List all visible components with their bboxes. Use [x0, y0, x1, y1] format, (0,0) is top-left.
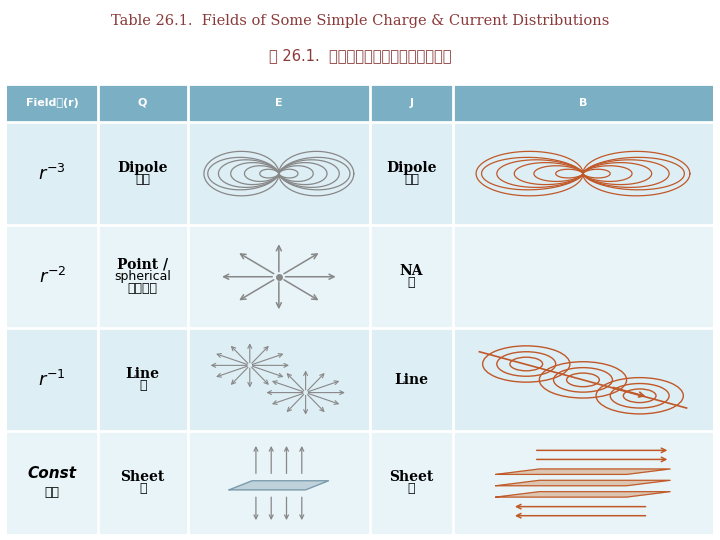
- Text: NA: NA: [400, 264, 423, 278]
- Text: Table 26.1.  Fields of Some Simple Charge & Current Distributions: Table 26.1. Fields of Some Simple Charge…: [111, 14, 609, 28]
- Text: 點／圓形: 點／圓形: [127, 282, 158, 295]
- Text: spherical: spherical: [114, 270, 171, 284]
- Polygon shape: [496, 491, 670, 497]
- Polygon shape: [229, 481, 328, 490]
- Text: 片: 片: [139, 482, 146, 496]
- Text: 線: 線: [139, 379, 146, 393]
- Text: $r^{-1}$: $r^{-1}$: [38, 370, 66, 390]
- Text: $r^{-3}$: $r^{-3}$: [38, 164, 66, 184]
- Text: 雙極: 雙極: [135, 173, 150, 186]
- Text: 常數: 常數: [45, 486, 60, 500]
- Text: Point /: Point /: [117, 258, 168, 272]
- Text: E: E: [275, 98, 283, 108]
- Text: Const: Const: [28, 466, 77, 481]
- Text: Sheet: Sheet: [390, 470, 433, 484]
- Text: $r^{-2}$: $r^{-2}$: [39, 267, 66, 287]
- Text: 無: 無: [408, 276, 415, 289]
- Text: 雙極: 雙極: [404, 173, 419, 186]
- Text: Line: Line: [395, 373, 428, 387]
- Text: J: J: [410, 98, 413, 108]
- Text: Sheet: Sheet: [120, 470, 165, 484]
- Text: 片: 片: [408, 482, 415, 496]
- Text: Field場(r): Field場(r): [26, 98, 78, 108]
- Text: Dipole: Dipole: [386, 161, 437, 174]
- Polygon shape: [496, 469, 670, 475]
- Text: Dipole: Dipole: [117, 161, 168, 174]
- Text: 表 26.1.  一些單純的電荷和電流分佈的場: 表 26.1. 一些單純的電荷和電流分佈的場: [269, 49, 451, 64]
- Text: Line: Line: [126, 367, 160, 381]
- Text: Q: Q: [138, 98, 148, 108]
- Polygon shape: [496, 480, 670, 486]
- Text: B: B: [579, 98, 587, 108]
